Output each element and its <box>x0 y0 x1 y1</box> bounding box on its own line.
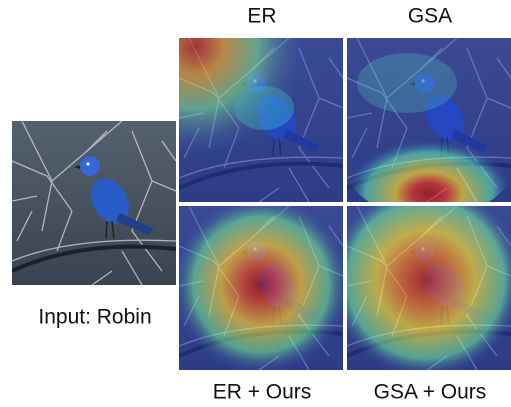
heatmap <box>347 206 511 370</box>
heatmap <box>179 38 343 202</box>
heatmap <box>347 38 511 202</box>
heatmap <box>179 206 343 370</box>
method-title: ER + Ours <box>213 381 312 404</box>
method-title: GSA + Ours <box>374 381 487 404</box>
input-label: Input: Robin <box>38 306 151 329</box>
input-image <box>12 121 176 285</box>
method-title: GSA <box>408 5 452 28</box>
method-title: ER <box>247 5 276 28</box>
